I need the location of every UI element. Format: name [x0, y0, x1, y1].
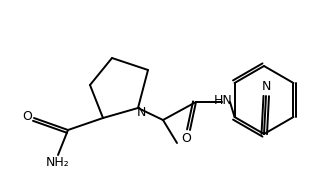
Text: O: O [22, 111, 32, 124]
Text: N: N [136, 105, 146, 119]
Text: HN: HN [214, 94, 232, 108]
Text: NH₂: NH₂ [46, 157, 70, 169]
Text: O: O [181, 132, 191, 146]
Text: N: N [261, 81, 271, 93]
